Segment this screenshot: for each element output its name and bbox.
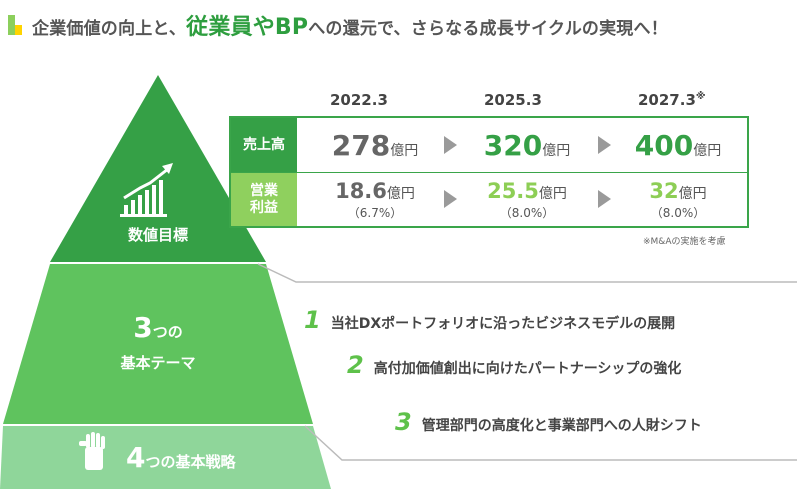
theme-number-3: 3 [395, 408, 412, 436]
sales-unit: 億円 [542, 142, 571, 159]
sales-row-label: 売上高 [231, 118, 297, 172]
pyramid-middle-tier [3, 264, 313, 424]
theme-number-2: 2 [347, 351, 364, 379]
header-accent-mark [8, 13, 26, 37]
arrow-right-icon [444, 190, 457, 208]
arrow-right-icon [598, 190, 611, 208]
title-part1: 企業価値の向上と、 [32, 19, 187, 39]
page-title: 企業価値の向上と、従業員やBPへの還元で、さらなる成長サイクルの実現へ！ [32, 9, 668, 41]
strategy-count: 4 [126, 441, 146, 474]
sales-value-2027: 400 [634, 128, 694, 162]
title-emphasis: 従業員やBP [186, 15, 309, 40]
sales-2027: 400億円 [611, 118, 745, 172]
sales-2022: 278億円 [301, 118, 449, 172]
connector-line-middle [257, 263, 797, 283]
theme-count: 3 [133, 311, 153, 344]
growth-chart-icon [120, 163, 173, 217]
op-margin-2027: （8.0%） [650, 205, 706, 220]
theme-text-3: 管理部門の高度化と事業部門への人財シフト [421, 418, 702, 434]
pyramid-middle-label: 基本テーマ [120, 354, 196, 372]
sales-value-2022: 278 [331, 128, 391, 162]
page-header: 企業価値の向上と、従業員やBPへの還元で、さらなる成長サイクルの実現へ！ [8, 8, 668, 42]
op-value-2025: 25.5 [487, 178, 539, 203]
op-label-line2: 利益 [250, 199, 278, 216]
op-unit: 億円 [386, 185, 415, 202]
pyramid-bottom-heading: 4つの基本戦略 [126, 441, 236, 474]
op-unit: 億円 [678, 185, 707, 202]
year-note-mark: ※ [695, 91, 706, 102]
theme-text-1: 当社DXポートフォリオに沿ったビジネスモデルの展開 [330, 316, 676, 332]
op-2022: 18.6億円 （6.7%） [301, 173, 449, 226]
operating-profit-row-label: 営業 利益 [231, 173, 297, 226]
theme-item-3: 3 管理部門の高度化と事業部門への人財シフト [395, 408, 702, 436]
arrow-right-icon [444, 136, 457, 154]
op-margin-2025: （8.0%） [499, 205, 555, 220]
arrow-right-icon [598, 136, 611, 154]
op-label-line1: 営業 [250, 182, 278, 199]
op-value-2022: 18.6 [335, 178, 387, 203]
fist-icon [79, 432, 105, 470]
theme-item-2: 2 高付加価値創出に向けたパートナーシップの強化 [347, 351, 681, 379]
sales-row: 売上高 278億円 320億円 400億円 [231, 118, 747, 173]
sales-unit: 億円 [693, 142, 722, 159]
sales-2025: 320億円 [457, 118, 597, 172]
theme-number-1: 1 [304, 306, 321, 334]
op-unit: 億円 [538, 185, 567, 202]
op-2025: 25.5億円 （8.0%） [457, 173, 597, 226]
theme-count-suffix: つの [152, 323, 183, 341]
op-margin-2022: （6.7%） [347, 205, 403, 220]
target-table: 売上高 278億円 320億円 400億円 営業 利益 18.6億円 （6.7%）… [229, 116, 749, 228]
op-2027: 32億円 （8.0%） [611, 173, 745, 226]
year-header-1: 2022.3 [330, 91, 388, 109]
operating-profit-row: 営業 利益 18.6億円 （6.7%） 25.5億円 （8.0%） 32億円 （8… [231, 173, 747, 226]
connector-line-bottom [304, 425, 797, 461]
sales-value-2025: 320 [483, 128, 543, 162]
year-header-2: 2025.3 [484, 91, 542, 109]
pyramid-top-tier [50, 75, 266, 262]
year-header-3: 2027.3※ [638, 91, 706, 109]
year-3-value: 2027.3 [638, 91, 696, 109]
op-value-2027: 32 [649, 178, 679, 203]
theme-text-2: 高付加価値創出に向けたパートナーシップの強化 [373, 361, 682, 377]
theme-item-1: 1 当社DXポートフォリオに沿ったビジネスモデルの展開 [304, 306, 675, 334]
strategy-count-label: つの基本戦略 [145, 453, 236, 471]
title-part2: への還元で、さらなる成長サイクルの実現へ！ [308, 19, 668, 39]
footnote: ※M&Aの実施を考慮 [643, 237, 726, 247]
sales-unit: 億円 [390, 142, 419, 159]
pyramid-middle-heading: 3つの [80, 311, 236, 344]
pyramid-top-label: 数値目標 [127, 226, 188, 244]
